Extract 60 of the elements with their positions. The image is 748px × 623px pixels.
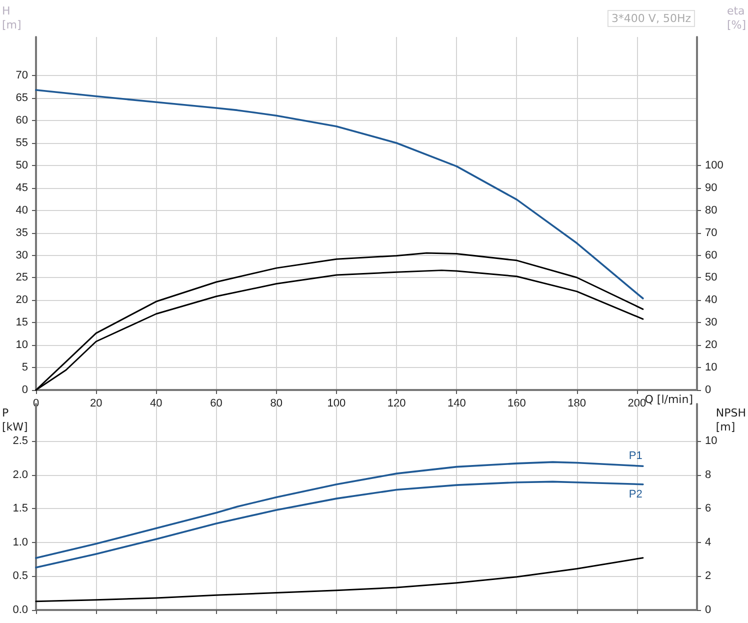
y-tick-label: 55 (16, 136, 28, 149)
y-tick-label: 5 (22, 362, 28, 374)
y2-tick-label: 40 (705, 294, 718, 306)
y2-tick-label: 10 (705, 362, 718, 374)
y2-tick-label: 10 (705, 435, 718, 448)
x-tick-label: 200 (628, 398, 646, 410)
y-tick-label: 70 (16, 70, 28, 82)
y-tick-label: 1.0 (12, 536, 28, 548)
y2-tick-label: 80 (705, 204, 718, 216)
y-tick-label: 2.0 (12, 468, 28, 481)
line-series (35, 557, 644, 602)
y-tick-label: 30 (16, 249, 28, 262)
y-axis-title: H [m] (2, 4, 22, 32)
line-series (35, 89, 644, 300)
x-tick-label: 140 (447, 398, 466, 410)
y-tick-label: 0 (22, 384, 28, 396)
x-tick-label: 80 (270, 398, 282, 410)
x-tick-label: 60 (210, 398, 222, 410)
y2-axis-title: NPSH [m] (716, 406, 746, 434)
y-tick-label: 60 (16, 114, 28, 127)
y2-tick-label: 8 (705, 468, 712, 481)
y-tick-label: 50 (16, 159, 28, 172)
series-label: P1 (628, 450, 642, 462)
y-tick-label: 15 (16, 316, 28, 329)
y2-tick-label: 50 (705, 272, 718, 284)
x-tick-label: 120 (387, 398, 406, 410)
line-series (35, 480, 644, 568)
x-tick-label: 160 (508, 398, 526, 410)
y2-tick-label: 30 (705, 316, 718, 329)
y-axis-title: P [kW] (2, 406, 28, 434)
y-tick-label: 0.5 (12, 570, 28, 582)
y-tick-label: 0.0 (12, 604, 28, 616)
y2-tick-label: 20 (705, 339, 718, 352)
y2-tick-label: 0 (705, 604, 712, 616)
y-tick-label: 35 (16, 226, 28, 239)
y-tick-label: 1.5 (12, 502, 28, 515)
y-tick-label: 25 (16, 272, 28, 284)
y-tick-label: 45 (16, 182, 28, 194)
x-tick-label: 20 (90, 398, 102, 410)
y-tick-label: 20 (16, 294, 28, 306)
y-tick-label: 40 (16, 204, 28, 216)
y-tick-label: 2.5 (12, 435, 28, 448)
x-axis-title: Q [l/min] (644, 393, 693, 406)
y2-tick-label: 100 (705, 159, 724, 172)
x-tick-label: 180 (568, 398, 586, 410)
line-series (35, 461, 644, 559)
y2-tick-label: 4 (705, 536, 712, 548)
y2-tick-label: 0 (705, 384, 712, 396)
y2-tick-label: 2 (705, 570, 712, 582)
text: 3*400 V, 50Hz (611, 12, 692, 25)
x-tick-label: 40 (150, 398, 162, 410)
y2-tick-label: 90 (705, 182, 718, 194)
y-tick-label: 65 (16, 92, 28, 104)
y2-tick-label: 60 (705, 249, 718, 262)
y2-tick-label: 6 (705, 502, 712, 515)
series-label: P2 (628, 488, 642, 500)
y2-tick-label: 70 (705, 226, 718, 239)
x-tick-label: 100 (327, 398, 346, 410)
y2-axis-title: eta [%] (726, 4, 746, 32)
y-tick-label: 10 (16, 339, 28, 352)
